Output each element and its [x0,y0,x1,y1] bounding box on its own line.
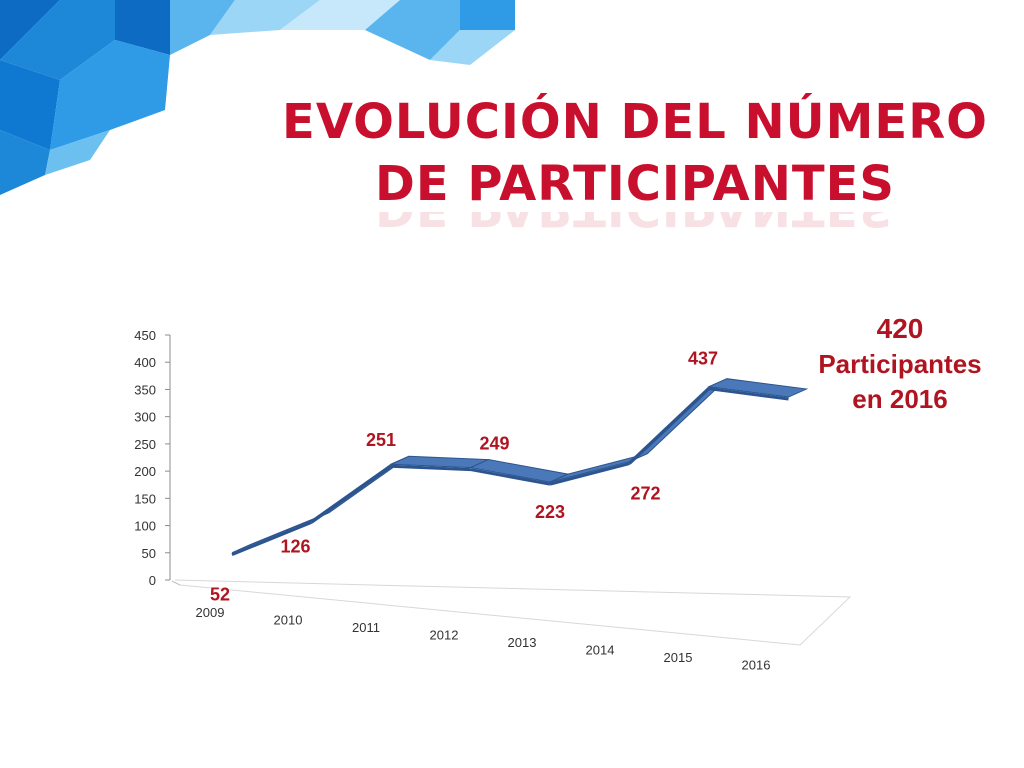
y-tick-label: 100 [134,519,156,534]
ribbon-edge [549,462,630,486]
data-ribbon [231,378,809,557]
x-tick-label: 2011 [352,620,380,635]
chart-floor [171,579,852,646]
y-tick-label: 200 [134,464,156,479]
ribbon-edge [708,387,789,401]
x-tick-label: 2013 [508,635,537,650]
x-axis-labels: 2009 2010 2011 2012 2013 2014 2015 2016 [196,605,771,673]
data-label: 272 [630,484,660,504]
y-tick-label: 400 [134,355,156,370]
y-tick-label: 350 [134,382,156,397]
x-tick-label: 2016 [742,658,771,673]
callout-label: Participantes [818,349,982,379]
slide-title-line2: DE PARTICIPANTES [375,156,895,212]
y-tick-label: 0 [149,573,156,588]
data-labels: 52 126 251 249 223 272 437 [210,349,718,605]
x-tick-label: 2010 [274,613,303,628]
callout-2016: 420 Participantes en 2016 [800,312,1000,416]
ribbon-segment [707,378,809,398]
ribbon-edge [628,387,711,465]
y-tick-label: 450 [134,328,156,343]
x-tick-label: 2015 [664,650,693,665]
slide-title-line1: EVOLUCIÓN DEL NÚMERO [282,94,988,150]
floor-outline [174,579,852,646]
y-tick-label: 150 [134,491,156,506]
ribbon-edge [390,464,471,472]
ribbon-edge [470,468,551,486]
y-tick-label: 250 [134,437,156,452]
y-axis: 0 50 100 150 200 250 300 350 400 450 [134,328,171,588]
y-tick-label: 50 [142,546,156,561]
data-label: 52 [210,585,230,605]
ribbon-edge [310,465,392,524]
corner-decoration [0,0,515,195]
callout-number: 420 [876,313,924,344]
floor-edge [171,580,181,586]
data-label: 249 [479,434,509,454]
data-label: 251 [366,430,396,450]
data-label: 437 [688,349,718,369]
x-tick-label: 2014 [586,643,615,658]
callout-year: en 2016 [852,384,948,414]
ribbon-edge [231,520,313,557]
x-tick-label: 2012 [430,628,459,643]
data-label: 126 [280,536,310,556]
x-tick-label: 2009 [196,605,225,620]
data-label: 223 [535,502,565,522]
y-tick-label: 300 [134,410,156,425]
